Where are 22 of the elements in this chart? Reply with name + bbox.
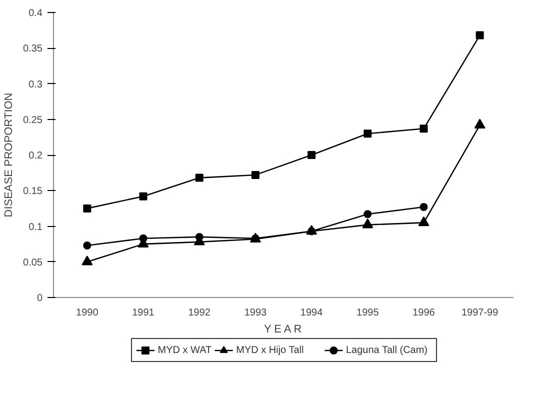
- x-tick-label: 1991: [132, 308, 155, 318]
- y-tick-label: 0.1: [28, 222, 43, 233]
- x-axis-title: Y E A R: [264, 324, 302, 336]
- legend-label: MYD x WAT: [157, 345, 212, 356]
- y-tick-label: 0: [36, 293, 43, 304]
- x-tick-label: 1997-99: [461, 308, 499, 318]
- x-tick-label: 1992: [188, 308, 211, 318]
- y-tick-label: 0.25: [23, 114, 43, 126]
- x-tick-label: 1993: [244, 308, 268, 318]
- y-tick-label: 0.15: [23, 186, 43, 198]
- legend-label: Laguna Tall (Cam): [345, 345, 428, 356]
- legend-label: MYD x Hijo Tall: [236, 345, 304, 356]
- y-tick-label: 0.2: [28, 150, 43, 162]
- y-tick-label: 0.4: [28, 8, 43, 19]
- x-tick-label: 1994: [300, 308, 324, 318]
- x-tick-label: 1996: [412, 308, 436, 318]
- y-axis-title: DISEASE PROPORTION: [3, 92, 16, 218]
- y-tick-label: 0.3: [28, 79, 43, 90]
- x-tick-label: 1990: [76, 308, 99, 318]
- x-tick-label: 1995: [356, 308, 380, 318]
- y-tick-label: 0.35: [23, 44, 43, 55]
- y-tick-label: 0.05: [23, 257, 43, 268]
